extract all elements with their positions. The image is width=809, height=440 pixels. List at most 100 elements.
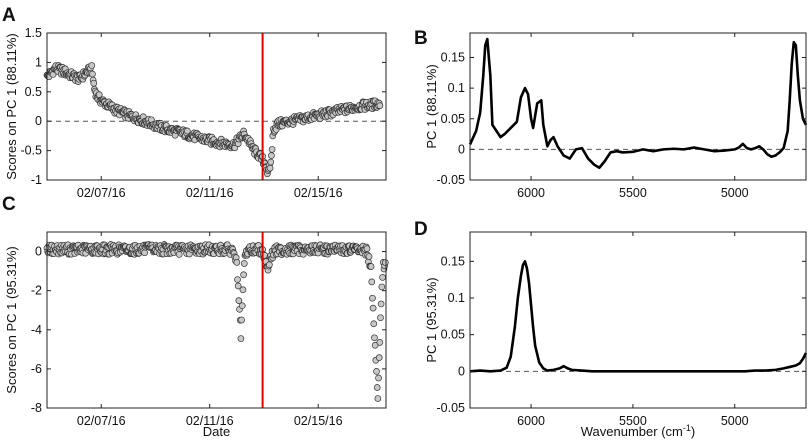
x-axis-label-superscript: -1 <box>683 423 691 433</box>
score-point <box>268 152 275 159</box>
x-axis-label: Date <box>203 424 230 439</box>
y-tick-label: -1 <box>31 173 42 187</box>
x-tick-label: 5000 <box>721 414 749 428</box>
score-point <box>233 259 241 266</box>
y-tick-label: 1.5 <box>25 26 42 40</box>
x-tick-label: 02/07/16 <box>77 186 126 200</box>
score-point <box>240 271 247 279</box>
y-tick-label: 0.5 <box>25 85 42 99</box>
y-axis-label: PC 1 (88.11%) <box>424 64 439 148</box>
panel-letter-a: A <box>2 5 16 26</box>
x-axis-label-tail: ) <box>691 424 695 439</box>
score-point <box>365 253 373 260</box>
score-point <box>378 283 386 291</box>
y-tick-label: -0.05 <box>437 401 466 415</box>
x-tick-label: 02/15/16 <box>294 186 343 200</box>
y-axis-label: Scores on PC 1 (88.11%) <box>4 33 19 179</box>
y-tick-label: 0.1 <box>448 291 465 305</box>
y-tick-label: -0.5 <box>20 144 42 158</box>
score-point <box>184 127 191 135</box>
score-point <box>369 304 377 312</box>
spectrum-line <box>469 260 808 373</box>
score-point <box>234 282 242 290</box>
score-point <box>375 374 382 382</box>
score-point <box>95 91 103 98</box>
panel-b: B -0.05 0 0.05 0.1 0.15 6000 5500 5000 PC 1 (88.… <box>414 28 808 200</box>
score-point <box>376 102 384 110</box>
score-point <box>363 245 371 252</box>
panel-d: D -0.05 0 0.05 0.1 0.15 6000 5500 5000 PC 1 (95.… <box>414 219 808 439</box>
y-tick-label: 0.15 <box>441 254 465 268</box>
score-point <box>267 158 275 166</box>
y-tick-label: 0.1 <box>448 81 465 95</box>
score-point <box>377 300 385 308</box>
plot-frame <box>46 231 387 409</box>
x-axis-label-text: Wavenumber (cm <box>581 424 683 439</box>
y-tick-label: 0 <box>458 142 465 156</box>
x-tick-label: 02/11/16 <box>186 186 234 200</box>
score-point <box>376 339 384 346</box>
x-tick-label: 02/07/16 <box>77 414 126 428</box>
score-point <box>235 297 243 304</box>
plot-frame <box>469 32 807 181</box>
score-point <box>89 70 96 78</box>
score-point <box>239 286 247 294</box>
y-tick-label: 0.05 <box>441 112 465 126</box>
score-point <box>371 334 378 342</box>
y-tick-label: -0.05 <box>437 173 466 187</box>
plot-frame <box>469 231 807 409</box>
y-tick-label: -2 <box>31 284 42 298</box>
x-tick-label: 6000 <box>517 414 545 428</box>
y-tick-label: 0 <box>35 114 42 128</box>
x-tick-label: 6000 <box>517 186 545 200</box>
y-tick-label: -4 <box>31 323 42 337</box>
y-tick-label: -8 <box>31 401 42 415</box>
score-point <box>369 294 376 302</box>
score-point <box>175 251 183 258</box>
panel-a: A -1 -0.5 0 0.5 1 1.5 02/07/16 02/11/16 02/15/16… <box>2 5 387 200</box>
y-tick-label: -6 <box>31 362 42 376</box>
score-point <box>238 302 246 310</box>
score-point <box>381 259 389 266</box>
score-point <box>240 260 248 267</box>
score-point <box>367 263 375 270</box>
panel-c: C -8 -6 -4 -2 0 02/07/16 02/11/16 02/15/16 Score… <box>2 194 389 439</box>
y-tick-label: 0 <box>35 245 42 259</box>
score-point <box>370 320 378 328</box>
score-point <box>374 395 382 402</box>
panel-letter-b: B <box>414 28 428 49</box>
score-point <box>88 62 96 69</box>
score-point <box>238 316 245 324</box>
score-point <box>268 146 276 153</box>
score-point <box>379 274 386 281</box>
spectrum-line <box>468 37 808 170</box>
panel-letter-c: C <box>2 194 16 215</box>
y-axis-label: PC 1 (95.31%) <box>424 277 439 362</box>
score-point <box>373 367 380 375</box>
x-tick-label: 5000 <box>721 186 749 200</box>
score-point <box>266 164 274 172</box>
plot-frame <box>46 32 387 181</box>
score-point <box>266 261 273 269</box>
y-tick-label: 0.05 <box>441 328 465 342</box>
y-axis-label: Scores on PC 1 (95.31%) <box>4 246 19 393</box>
panel-letter-d: D <box>414 219 428 240</box>
x-tick-label: 5500 <box>619 186 647 200</box>
score-point <box>90 79 98 87</box>
score-point <box>234 276 241 283</box>
x-axis-label-text: Date <box>203 424 230 439</box>
score-point <box>368 278 376 286</box>
x-tick-label: 5500 <box>619 414 647 428</box>
score-point <box>377 314 384 322</box>
y-tick-label: 0 <box>458 364 465 378</box>
score-point <box>237 335 245 342</box>
score-point <box>141 249 148 257</box>
score-point <box>375 354 383 361</box>
x-axis-label: Wavenumber (cm-1) <box>581 423 695 439</box>
y-tick-label: 1 <box>35 55 42 69</box>
score-point <box>373 384 381 391</box>
y-tick-label: 0.15 <box>441 51 465 65</box>
x-tick-label: 02/15/16 <box>294 414 343 428</box>
x-tick-label: 02/11/16 <box>186 414 234 428</box>
